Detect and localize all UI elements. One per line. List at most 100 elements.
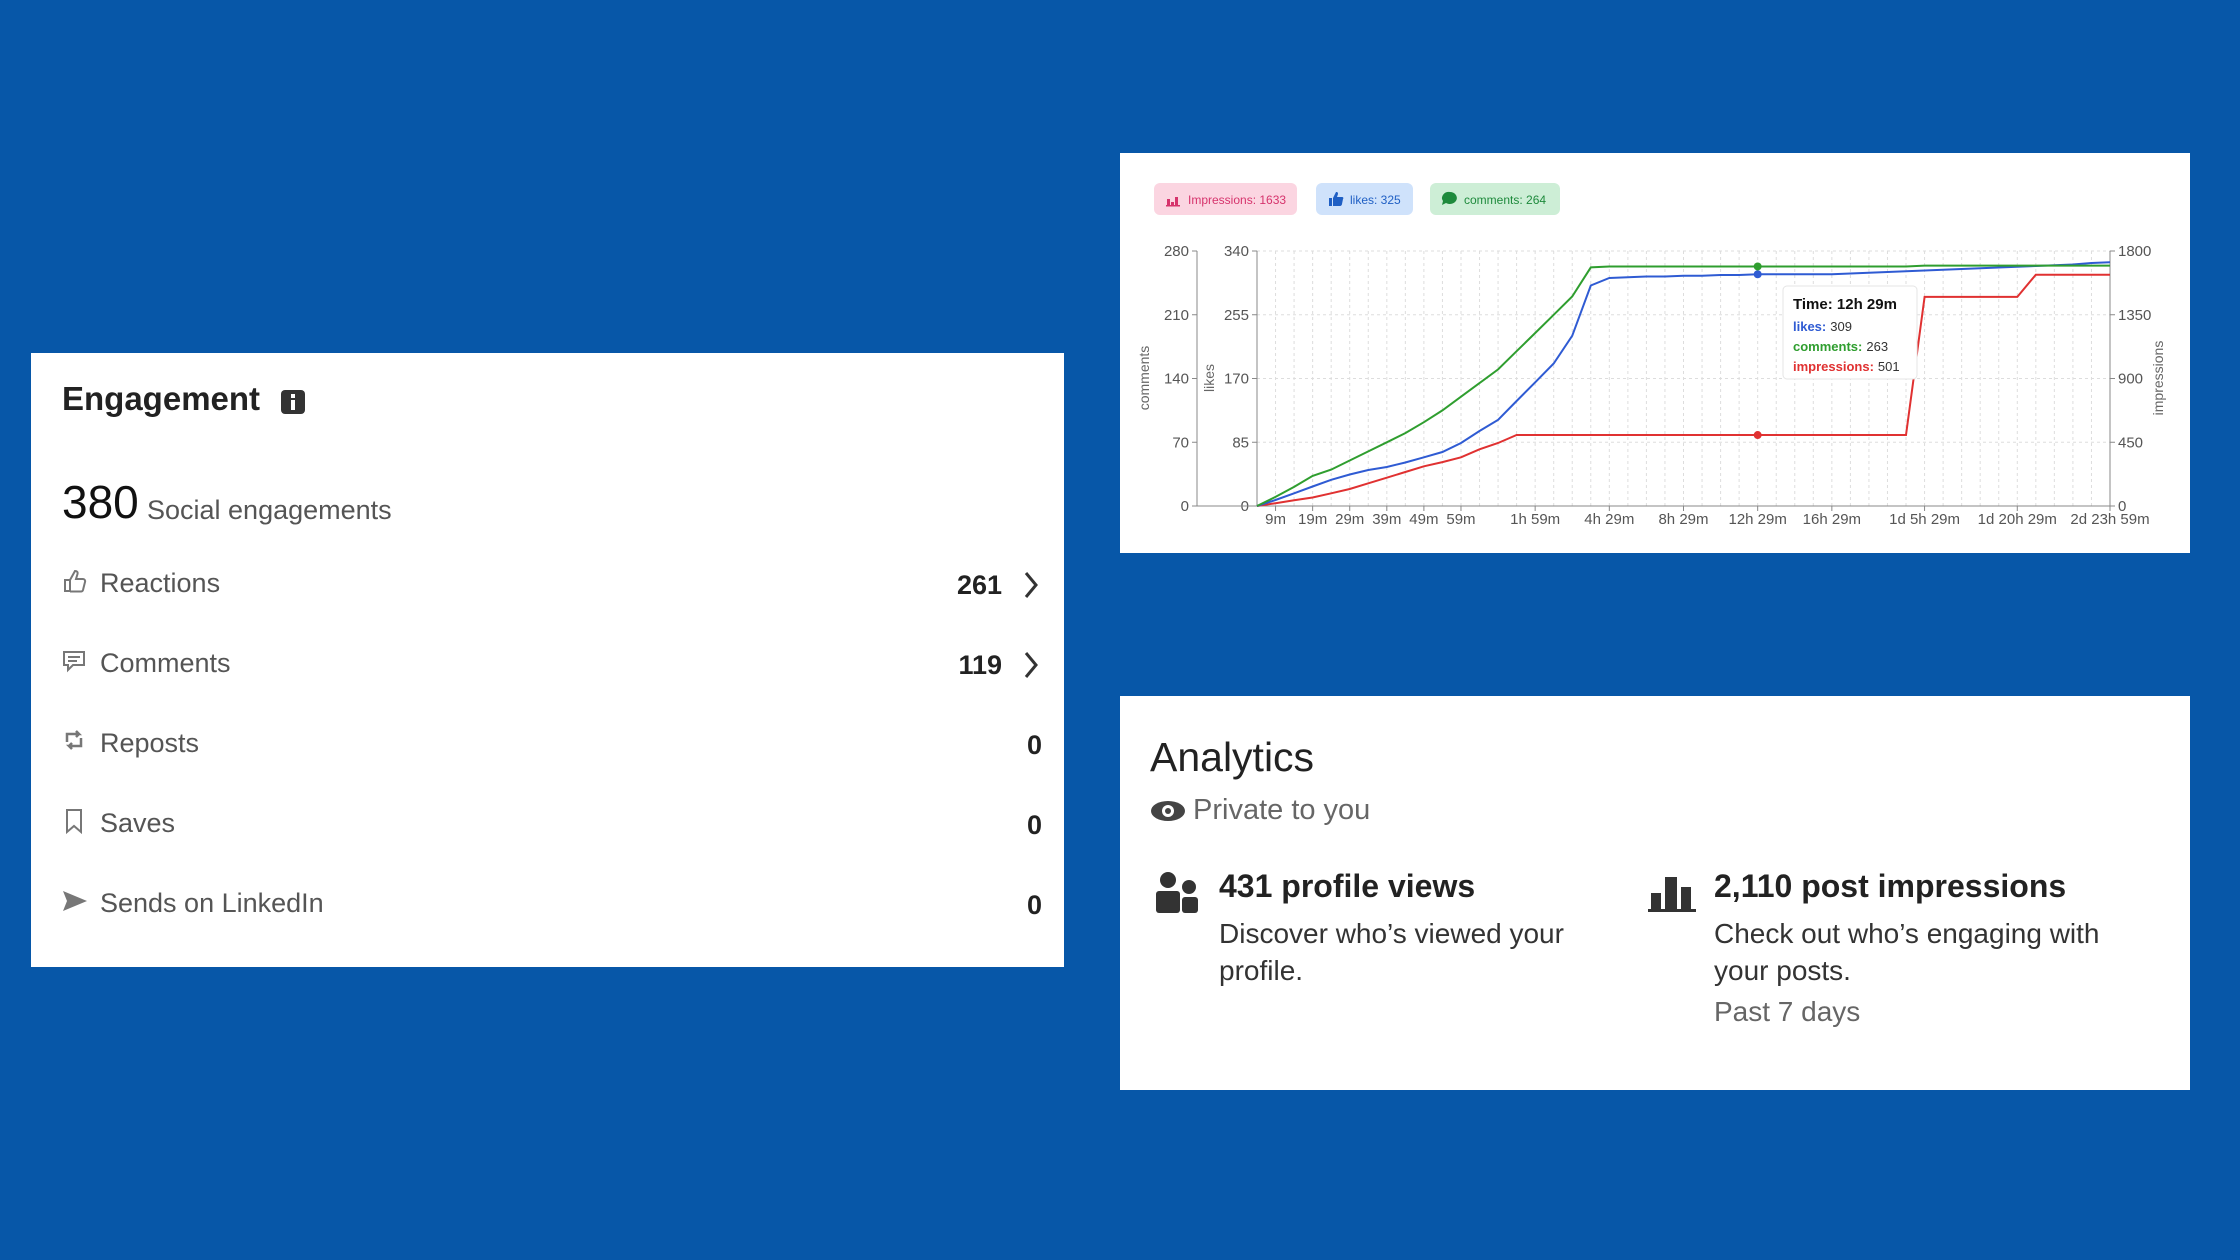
y-tick-label: 340 — [1224, 243, 1249, 260]
tooltip-value: 309 — [1830, 319, 1852, 334]
row-label: Comments — [100, 648, 231, 678]
row-value: 0 — [1026, 890, 1042, 920]
x-tick-label: 1h 59m — [1510, 511, 1560, 528]
engagement-row[interactable]: Saves 0 — [31, 800, 1064, 848]
row-icon — [66, 809, 82, 835]
y-tick-label: 85 — [1232, 434, 1249, 451]
axis-title: comments — [1136, 346, 1152, 411]
row-value: 0 — [1026, 810, 1042, 840]
x-tick-label: 2d 23h 59m — [2070, 511, 2149, 528]
y-tick-label: 900 — [2118, 371, 2143, 388]
stat-description: Check out who’s engaging with your posts… — [1714, 918, 2100, 986]
tooltip-label: likes: — [1793, 319, 1826, 334]
hover-point — [1753, 262, 1762, 271]
y-tick-label: 450 — [2118, 434, 2143, 451]
chevron[interactable] — [1021, 570, 1041, 600]
y-tick-label: 1350 — [2118, 307, 2151, 324]
y-tick-label: 1800 — [2118, 243, 2151, 260]
y-tick-label: 70 — [1172, 434, 1189, 451]
engagement-panel: Engagement 380 Social engagements Reacti… — [31, 353, 1064, 967]
x-tick-label: 1d 5h 29m — [1889, 511, 1960, 528]
tooltip-value: 263 — [1866, 339, 1888, 354]
x-tick-label: 9m — [1265, 511, 1286, 528]
row-label: Sends on LinkedIn — [100, 888, 324, 918]
line — [1256, 273, 2110, 507]
chart-panel: Impressions: 1633 likes: 325 comments: 264… — [1120, 153, 2190, 553]
tooltip-row: impressions: 501 — [1793, 359, 1900, 374]
bars-icon — [1648, 877, 1696, 912]
stat-headline[interactable]: 2,110 post impressions — [1714, 868, 2067, 904]
y-tick-label: 140 — [1164, 371, 1189, 388]
info-icon[interactable] — [280, 389, 306, 415]
title: Analytics — [1150, 734, 1315, 780]
row-icon — [63, 651, 85, 673]
x-tick-label: 29m — [1335, 511, 1364, 528]
legend-item[interactable]: Impressions: 1633 — [1154, 183, 1297, 215]
tooltip-label: comments: — [1793, 339, 1862, 354]
stat-description: Discover who’s viewed your profile. — [1219, 918, 1564, 986]
x-tick-label: 39m — [1372, 511, 1401, 528]
legend-label: comments: 264 — [1464, 193, 1546, 207]
tooltip-row: comments: 263 — [1793, 339, 1888, 354]
legend-item[interactable]: likes: 325 — [1316, 183, 1413, 215]
engagement-row[interactable]: Sends on LinkedIn 0 — [31, 880, 1064, 928]
legend-pill — [1430, 183, 1560, 215]
chevron[interactable] — [1021, 650, 1041, 680]
x-tick-label: 4h 29m — [1584, 511, 1634, 528]
tooltip-box — [1782, 285, 1918, 380]
tooltip-label: impressions: — [1793, 359, 1874, 374]
engagement-row[interactable]: Reactions 261 — [31, 560, 1064, 608]
x-tick-label: 49m — [1409, 511, 1438, 528]
row-label: Saves — [100, 808, 176, 838]
engagement-row[interactable]: Comments 119 — [31, 640, 1064, 688]
y-tick-label: 255 — [1224, 307, 1249, 324]
row-value: 119 — [958, 650, 1002, 680]
tooltip-value: 501 — [1878, 359, 1900, 374]
row-icon — [64, 569, 87, 593]
line — [1256, 264, 2110, 507]
legend-icon — [1167, 199, 1170, 205]
analytics-panel: Analytics Private to you 431 profile vie… — [1120, 696, 2190, 1090]
x-tick-label: 8h 29m — [1658, 511, 1708, 528]
axis-title: likes — [1201, 364, 1217, 392]
engagement-row[interactable]: Reposts 0 — [31, 720, 1064, 768]
stat-note: Past 7 days — [1714, 996, 1861, 1027]
hover-point — [1753, 270, 1762, 279]
y-tick-label: 210 — [1164, 307, 1189, 324]
y-tick-label: 170 — [1224, 371, 1249, 388]
row-value: 261 — [956, 570, 1002, 600]
legend-pill — [1154, 183, 1297, 215]
row-label: Reposts — [100, 728, 200, 758]
legend-icon — [1171, 202, 1174, 205]
tooltip-title: Time: 12h 29m — [1793, 296, 1897, 313]
legend-pill — [1316, 183, 1413, 215]
legend-item[interactable]: comments: 264 — [1430, 183, 1560, 215]
people-icon — [1156, 872, 1198, 913]
stat-headline[interactable]: 431 profile views — [1219, 868, 1476, 904]
legend-icon — [1329, 192, 1344, 206]
x-tick-label: 12h 29m — [1728, 511, 1786, 528]
legend-icon — [1175, 197, 1178, 205]
row-value: 0 — [1026, 730, 1042, 760]
x-tick-label: 19m — [1298, 511, 1327, 528]
y-tick-label: 0 — [1181, 498, 1189, 515]
row-icon — [63, 891, 87, 911]
row-icon — [65, 730, 83, 750]
title: Engagement — [62, 380, 261, 417]
legend-label: likes: 325 — [1350, 193, 1401, 207]
total-label: Social engagements — [147, 495, 392, 525]
legend-label: Impressions: 1633 — [1188, 193, 1286, 207]
eye-icon — [1151, 801, 1185, 821]
x-tick-label: 1d 20h 29m — [1978, 511, 2057, 528]
chart: Impressions: 1633 likes: 325 comments: 264… — [1136, 183, 2166, 528]
legend-icon — [1442, 191, 1457, 205]
subtitle: Private to you — [1193, 794, 1371, 826]
row-label: Reactions — [100, 568, 221, 598]
tooltip-row: likes: 309 — [1793, 319, 1852, 334]
line — [1256, 261, 2111, 507]
total: 380 — [62, 476, 139, 528]
hover-point — [1753, 431, 1762, 440]
x-tick-label: 59m — [1446, 511, 1475, 528]
y-tick-label: 0 — [2118, 498, 2126, 515]
